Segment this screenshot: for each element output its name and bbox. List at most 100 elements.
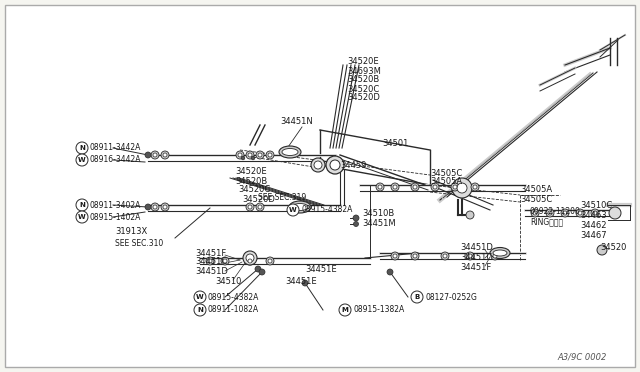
Text: 34520D: 34520D bbox=[347, 93, 380, 103]
Circle shape bbox=[591, 209, 599, 217]
Text: 34520D: 34520D bbox=[242, 196, 275, 205]
Text: 00922-11200: 00922-11200 bbox=[530, 208, 581, 217]
Circle shape bbox=[255, 266, 261, 272]
Circle shape bbox=[287, 204, 299, 216]
Circle shape bbox=[194, 304, 206, 316]
Circle shape bbox=[411, 291, 423, 303]
Ellipse shape bbox=[490, 247, 510, 259]
Circle shape bbox=[326, 156, 344, 174]
Circle shape bbox=[593, 211, 597, 215]
Circle shape bbox=[266, 257, 274, 265]
Circle shape bbox=[161, 203, 169, 211]
Text: 08911-3442A: 08911-3442A bbox=[90, 144, 141, 153]
Circle shape bbox=[391, 252, 399, 260]
Circle shape bbox=[194, 291, 206, 303]
Circle shape bbox=[241, 156, 245, 160]
Text: 34451C: 34451C bbox=[460, 253, 492, 262]
Circle shape bbox=[466, 211, 474, 219]
Text: 08916-3442A: 08916-3442A bbox=[90, 155, 141, 164]
Circle shape bbox=[391, 183, 399, 191]
Circle shape bbox=[546, 209, 554, 217]
Text: 08127-0252G: 08127-0252G bbox=[425, 292, 477, 301]
Circle shape bbox=[248, 259, 252, 263]
Text: 34520B: 34520B bbox=[235, 176, 268, 186]
Circle shape bbox=[266, 151, 274, 159]
Text: 34451F: 34451F bbox=[195, 248, 227, 257]
Circle shape bbox=[353, 221, 358, 227]
Text: W: W bbox=[289, 207, 297, 213]
Circle shape bbox=[153, 153, 157, 157]
Text: SEE SEC.319: SEE SEC.319 bbox=[258, 192, 307, 202]
Circle shape bbox=[208, 259, 212, 263]
Circle shape bbox=[258, 153, 262, 157]
Circle shape bbox=[76, 142, 88, 154]
Circle shape bbox=[161, 151, 169, 159]
Text: A3/9C 0002: A3/9C 0002 bbox=[557, 353, 606, 362]
Circle shape bbox=[413, 185, 417, 189]
Text: 34505C: 34505C bbox=[430, 169, 462, 177]
Text: 34505A: 34505A bbox=[430, 177, 462, 186]
Circle shape bbox=[268, 259, 272, 263]
Circle shape bbox=[259, 269, 265, 275]
Circle shape bbox=[451, 183, 459, 191]
Circle shape bbox=[206, 257, 214, 265]
Circle shape bbox=[493, 254, 497, 258]
Text: 34462: 34462 bbox=[580, 221, 607, 230]
Text: M: M bbox=[342, 307, 348, 313]
Text: 08911-1082A: 08911-1082A bbox=[208, 305, 259, 314]
Circle shape bbox=[246, 203, 254, 211]
Circle shape bbox=[473, 185, 477, 189]
Circle shape bbox=[223, 259, 227, 263]
Text: W: W bbox=[78, 214, 86, 220]
Circle shape bbox=[548, 211, 552, 215]
Text: 34505C: 34505C bbox=[520, 196, 552, 205]
Circle shape bbox=[221, 257, 229, 265]
Circle shape bbox=[302, 280, 308, 286]
Circle shape bbox=[246, 151, 254, 159]
Circle shape bbox=[330, 160, 340, 170]
Circle shape bbox=[452, 178, 472, 198]
Text: 34501: 34501 bbox=[382, 138, 408, 148]
Circle shape bbox=[411, 252, 419, 260]
Text: N: N bbox=[197, 307, 203, 313]
Text: 34505A: 34505A bbox=[520, 186, 552, 195]
Ellipse shape bbox=[282, 148, 298, 155]
Text: 34451D: 34451D bbox=[460, 244, 493, 253]
Text: 34520: 34520 bbox=[600, 244, 627, 253]
Text: SEE SEC.310: SEE SEC.310 bbox=[115, 238, 163, 247]
Circle shape bbox=[533, 211, 537, 215]
Circle shape bbox=[431, 183, 439, 191]
Circle shape bbox=[387, 269, 393, 275]
Text: 34451D: 34451D bbox=[195, 266, 228, 276]
Circle shape bbox=[248, 153, 252, 157]
Circle shape bbox=[597, 245, 607, 255]
Circle shape bbox=[466, 252, 474, 260]
Circle shape bbox=[609, 207, 621, 219]
Text: 34520C: 34520C bbox=[238, 186, 270, 195]
Circle shape bbox=[576, 209, 584, 217]
Text: 34463: 34463 bbox=[580, 211, 607, 219]
Circle shape bbox=[256, 203, 264, 211]
Text: 34510: 34510 bbox=[215, 276, 241, 285]
Circle shape bbox=[246, 254, 254, 262]
Circle shape bbox=[468, 254, 472, 258]
Text: 34451E: 34451E bbox=[285, 276, 317, 285]
Circle shape bbox=[393, 254, 397, 258]
Text: 08915-4382A: 08915-4382A bbox=[301, 205, 353, 215]
Text: 08911-3402A: 08911-3402A bbox=[90, 201, 141, 209]
Circle shape bbox=[433, 185, 437, 189]
Text: B: B bbox=[414, 294, 420, 300]
Circle shape bbox=[151, 151, 159, 159]
Text: 08915-1402A: 08915-1402A bbox=[90, 212, 141, 221]
Text: 34451F: 34451F bbox=[460, 263, 492, 272]
Text: 34451N: 34451N bbox=[280, 118, 313, 126]
Text: 34451C: 34451C bbox=[195, 257, 227, 266]
Circle shape bbox=[413, 254, 417, 258]
Circle shape bbox=[311, 158, 325, 172]
Circle shape bbox=[563, 211, 567, 215]
Circle shape bbox=[441, 252, 449, 260]
Circle shape bbox=[153, 205, 157, 209]
Circle shape bbox=[268, 153, 272, 157]
Circle shape bbox=[411, 183, 419, 191]
Circle shape bbox=[561, 209, 569, 217]
